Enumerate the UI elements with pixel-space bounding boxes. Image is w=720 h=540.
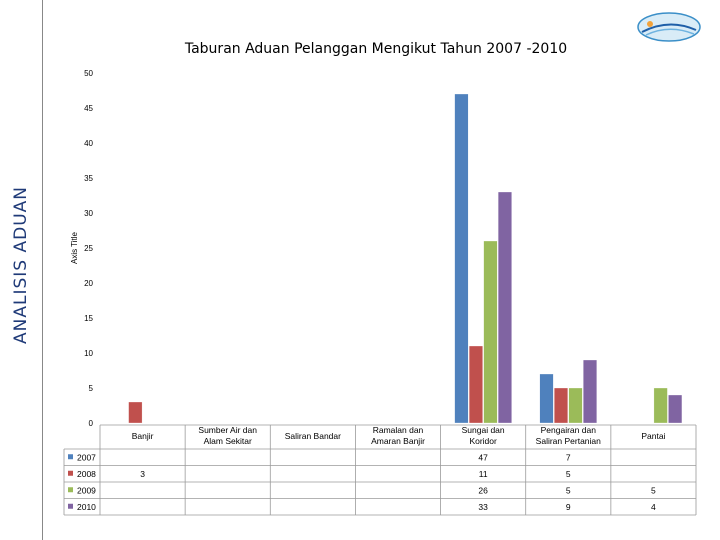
category-label: Banjir	[132, 431, 154, 441]
y-tick-label: 45	[84, 104, 93, 113]
y-tick-label: 40	[84, 139, 93, 148]
category-label: Ramalan dan Amaran Banjir	[371, 425, 425, 446]
table-value: 9	[566, 502, 571, 512]
legend-key-2008	[68, 470, 73, 476]
table-value: 11	[479, 469, 488, 479]
bar-2008	[468, 345, 483, 424]
table-value: 3	[140, 469, 145, 479]
chart-title: Taburan Aduan Pelanggan Mengikut Tahun 2…	[184, 41, 567, 57]
category-label: Pantai	[641, 431, 665, 441]
y-tick-label: 35	[84, 174, 93, 183]
table-value: 4	[651, 502, 656, 512]
category-label: Saliran Bandar	[285, 431, 341, 441]
legend-key-2009	[68, 487, 73, 493]
y-tick-label: 30	[84, 209, 93, 218]
bar-2010	[583, 359, 597, 424]
bar-2008	[128, 401, 143, 424]
bar-2010	[497, 191, 512, 424]
legend-label: 2009	[77, 485, 96, 495]
bar-2010	[668, 394, 683, 424]
bar-2008	[554, 387, 568, 424]
y-tick-label: 5	[89, 384, 94, 393]
table-value: 33	[478, 502, 488, 512]
bar-2009	[568, 387, 583, 424]
table-value: 5	[566, 469, 571, 479]
table-value: 26	[478, 485, 488, 495]
bar-2007	[454, 93, 469, 424]
legend-key-2010	[68, 503, 73, 509]
table-value: 5	[651, 485, 656, 495]
table-value: 5	[566, 485, 571, 495]
side-band: ANALISIS ADUAN	[0, 0, 43, 540]
category-label: Sungai dan Koridor	[462, 425, 505, 446]
legend-label: 2010	[77, 502, 96, 512]
y-tick-label: 50	[84, 69, 93, 78]
y-tick-label: 0	[89, 419, 94, 428]
bar-2007	[539, 373, 554, 424]
logo-icon	[637, 12, 701, 42]
y-tick-label: 10	[84, 349, 93, 358]
legend-label: 2007	[77, 452, 96, 462]
category-label: Sumber Air dan Alam Sekitar	[198, 425, 257, 446]
legend-label: 2008	[77, 469, 96, 479]
y-axis-title: Axis Title	[70, 231, 79, 264]
table-value: 47	[478, 452, 488, 462]
y-tick-label: 15	[84, 314, 93, 323]
bar-2009	[653, 387, 668, 424]
legend-key-2007	[68, 454, 73, 460]
y-tick-label: 20	[84, 279, 93, 288]
category-label: Pengairan dan Saliran Pertanian	[536, 425, 601, 446]
bar-2009	[483, 240, 498, 424]
table-value: 7	[566, 452, 571, 462]
y-tick-label: 25	[84, 244, 93, 253]
